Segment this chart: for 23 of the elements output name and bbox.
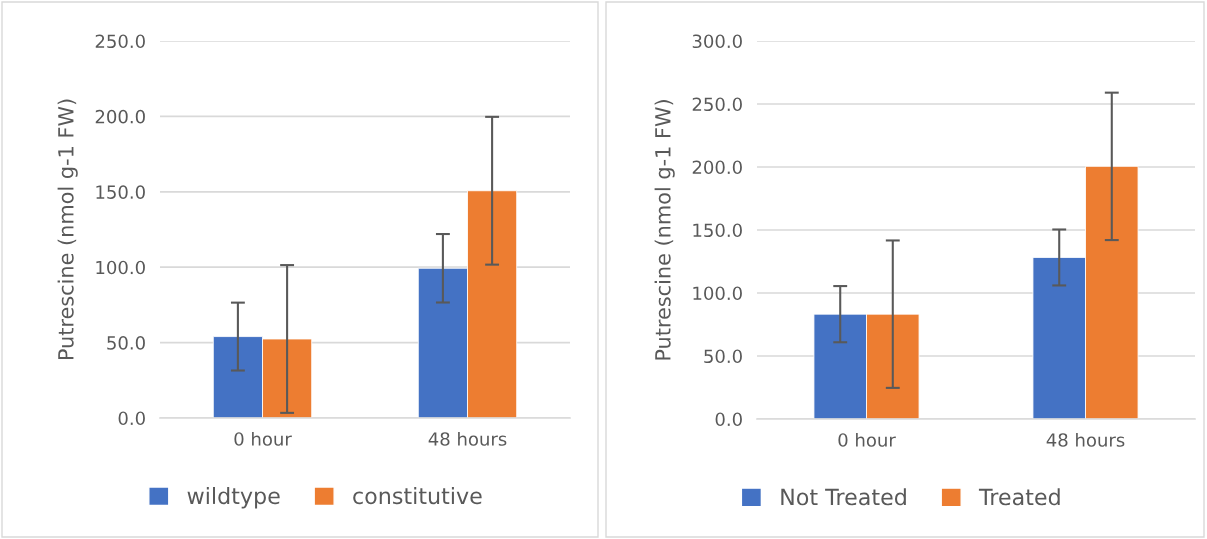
y-axis-title: Putrescine (nmol g-1 FW) [57,99,78,360]
y-tick-label: 150.0 [96,185,145,199]
x-tick-label: 48 hours [428,431,507,446]
y-tick-label: 150.0 [693,223,742,238]
legend-label: wildtype [187,487,280,509]
x-tick-label: 48 hours [1046,432,1125,447]
y-tick-label: 0.0 [715,412,742,427]
y-tick-label: 200.0 [95,109,145,124]
y-axis-title: Putrescine (nmol g-1 FW) [654,100,675,360]
y-tick-label: 200.0 [692,160,742,175]
y-tick-label: 0.0 [118,411,145,426]
legend-label: constitutive [353,487,482,505]
x-tick-label: 0 hour [838,432,896,447]
y-tick-label: 300.0 [692,34,742,49]
y-tick-label: 50.0 [107,336,145,350]
legend-label: Treated [978,488,1060,506]
y-tick-label: 50.0 [704,349,742,364]
y-tick-label: 250.0 [692,97,742,112]
legend-label: Not Treated [781,488,906,506]
x-tick-label: 0 hour [234,431,292,446]
y-tick-label: 100.0 [96,260,145,275]
y-tick-label: 100.0 [693,286,742,301]
y-tick-label: 250.0 [95,34,145,49]
